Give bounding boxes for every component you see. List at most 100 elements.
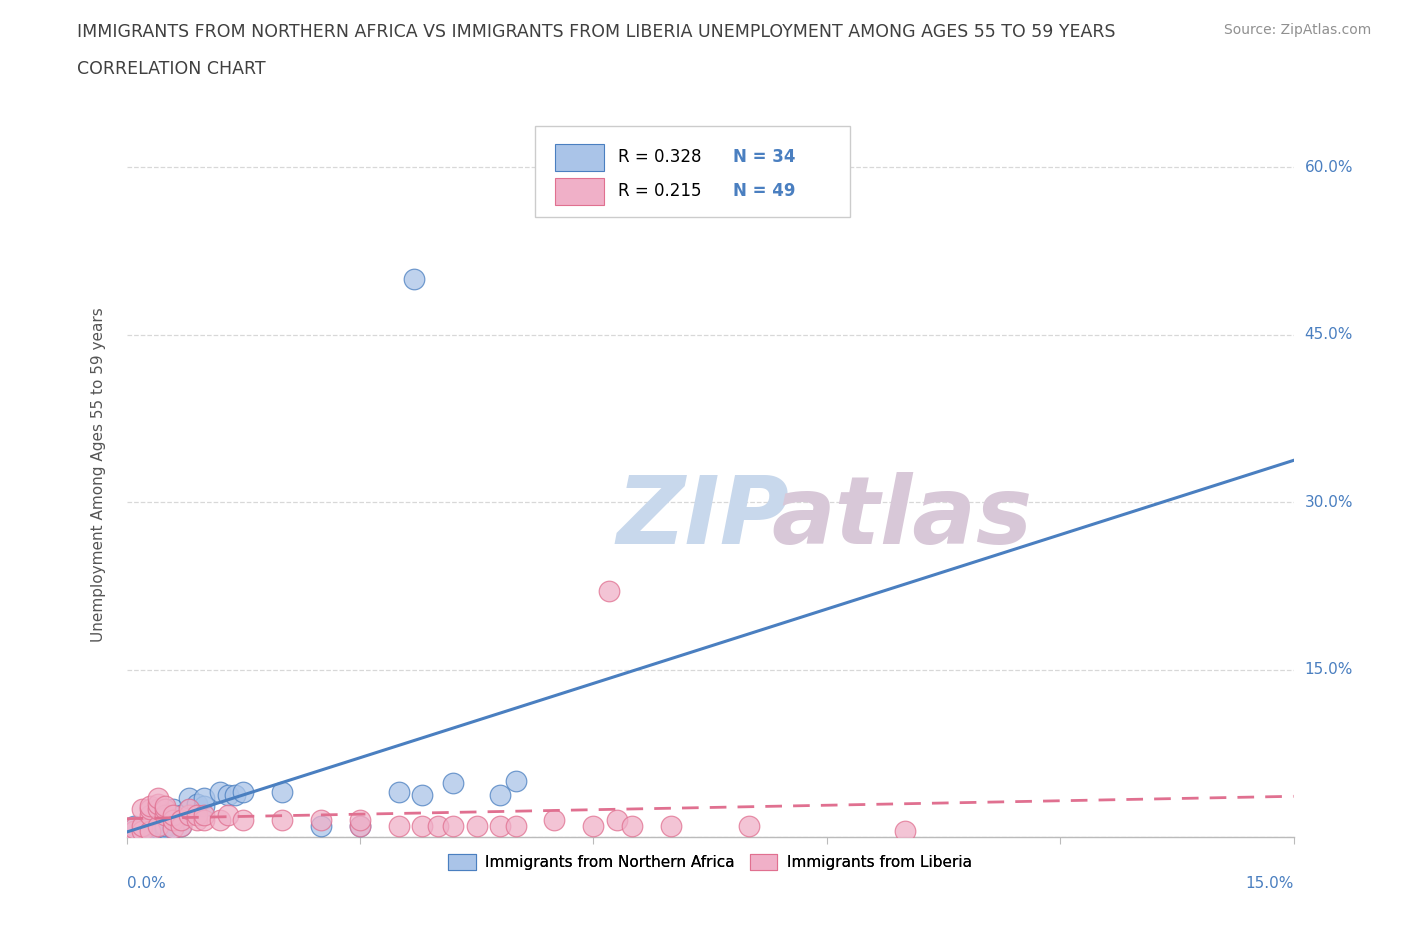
Point [177,802,200,817]
Point [543,813,565,828]
Point [139,807,162,822]
Text: Source: ZipAtlas.com: Source: ZipAtlas.com [1223,23,1371,37]
Point [177,790,200,805]
Point [349,813,371,828]
Text: N = 34: N = 34 [734,148,796,166]
Point [271,813,294,828]
Text: R = 0.328: R = 0.328 [617,148,702,166]
Point [146,802,169,817]
Point [893,824,915,839]
Point [139,824,162,839]
Text: 15.0%: 15.0% [1305,662,1353,677]
Point [505,774,527,789]
Point [177,807,200,822]
Text: 0.0%: 0.0% [127,876,166,891]
Text: 15.0%: 15.0% [1246,876,1294,891]
Point [139,818,162,833]
Point [146,820,169,835]
Point [186,796,208,811]
Text: IMMIGRANTS FROM NORTHERN AFRICA VS IMMIGRANTS FROM LIBERIA UNEMPLOYMENT AMONG AG: IMMIGRANTS FROM NORTHERN AFRICA VS IMMIG… [77,23,1116,41]
Point [232,813,254,828]
Point [224,787,246,802]
Point [170,818,193,833]
Point [155,798,177,813]
Point [170,818,193,833]
Y-axis label: Unemployment Among Ages 55 to 59 years: Unemployment Among Ages 55 to 59 years [91,307,105,642]
Point [139,798,162,813]
Point [659,818,682,833]
Point [139,802,162,817]
Point [124,820,146,835]
Point [131,818,153,833]
Point [426,818,449,833]
Text: CORRELATION CHART: CORRELATION CHART [77,60,266,78]
Point [582,818,605,833]
Point [271,785,294,800]
Point [155,802,177,817]
Point [441,818,464,833]
Point [170,807,193,822]
Point [606,813,628,828]
Point [170,813,193,828]
Point [131,824,153,839]
Text: 45.0%: 45.0% [1305,327,1353,342]
Point [349,818,371,833]
Point [309,813,332,828]
Point [388,785,411,800]
Text: R = 0.215: R = 0.215 [617,182,702,200]
Point [388,818,411,833]
Point [162,802,184,817]
Point [217,807,239,822]
Point [489,818,512,833]
Point [598,584,620,599]
Text: ZIP: ZIP [617,472,790,564]
Point [139,824,162,839]
Point [193,807,215,822]
Point [131,824,153,839]
Point [193,790,215,805]
Point [162,813,184,828]
Point [193,813,215,828]
Point [193,798,215,813]
FancyBboxPatch shape [555,178,603,206]
Point [131,820,153,835]
Point [186,807,208,822]
Text: atlas: atlas [772,472,1033,564]
Point [217,787,239,802]
Point [411,787,433,802]
Point [162,807,184,822]
Point [208,813,231,828]
Point [139,820,162,835]
Point [441,776,464,790]
FancyBboxPatch shape [534,126,851,217]
Point [162,820,184,835]
Text: 60.0%: 60.0% [1305,160,1353,175]
Point [155,820,177,835]
Point [155,807,177,822]
Point [186,813,208,828]
Point [131,802,153,817]
Point [404,272,426,286]
Point [124,824,146,839]
Point [155,824,177,839]
Point [232,785,254,800]
FancyBboxPatch shape [555,143,603,171]
Legend: Immigrants from Northern Africa, Immigrants from Liberia: Immigrants from Northern Africa, Immigra… [443,848,977,876]
Point [146,796,169,811]
Point [155,818,177,833]
Point [124,824,146,839]
Point [124,818,146,833]
Point [411,818,433,833]
Point [146,824,169,839]
Text: N = 49: N = 49 [734,182,796,200]
Point [146,818,169,833]
Point [208,785,231,800]
Point [621,818,644,833]
Point [177,802,200,817]
Point [162,820,184,835]
Point [309,818,332,833]
Point [349,818,371,833]
Point [146,790,169,805]
Point [505,818,527,833]
Point [738,818,761,833]
